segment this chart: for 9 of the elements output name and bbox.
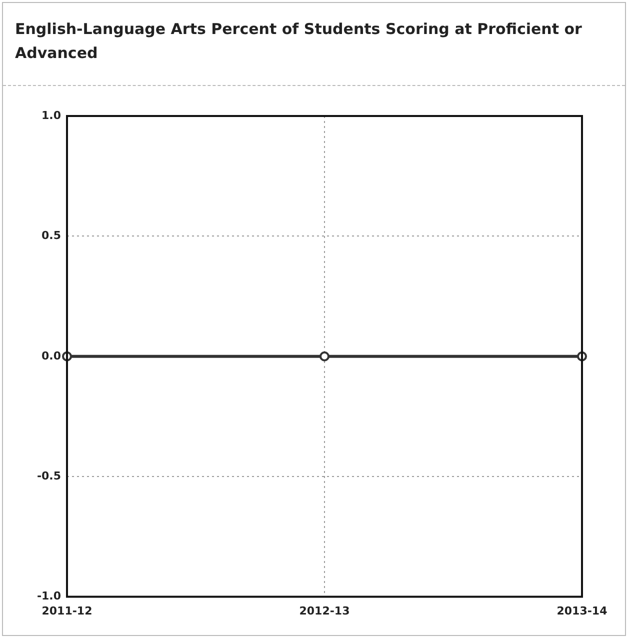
x-tick-label: 2012-13	[299, 604, 350, 618]
y-tick-label: 0.5	[42, 229, 61, 242]
y-tick-label: -1.0	[36, 590, 62, 603]
x-tick-label: 2013-14	[556, 604, 608, 618]
y-tick-label: 1.0	[42, 108, 62, 122]
y-tick-label: 0.0	[42, 349, 62, 362]
x-tick-label: 2011-12	[42, 604, 92, 618]
chart-title: English-Language Arts Percent of Students Scoring at Proficient or Advanced	[15, 19, 583, 64]
y-tick-label: -0.5	[36, 469, 61, 482]
